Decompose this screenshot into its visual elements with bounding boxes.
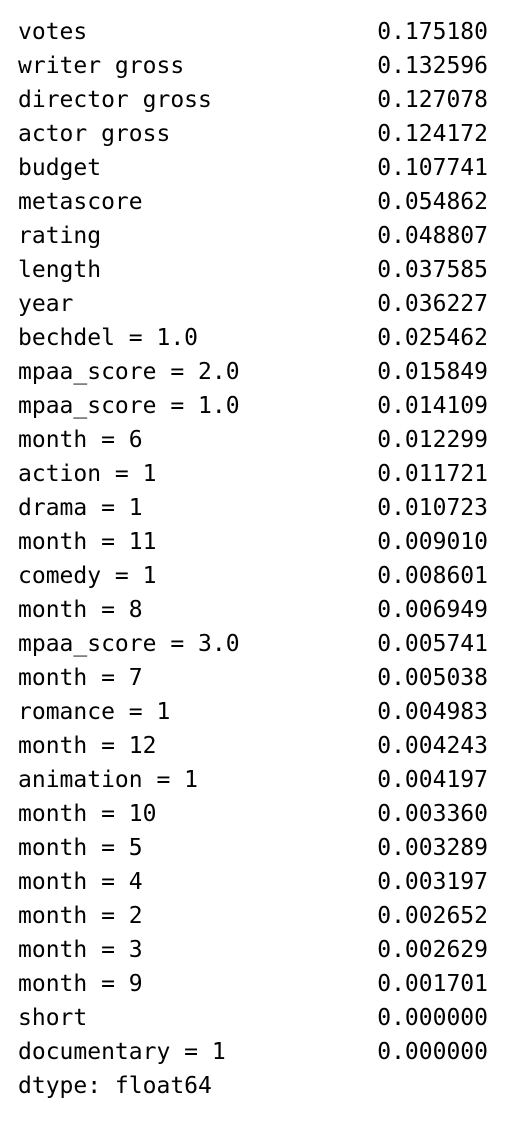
series-label: director gross (18, 87, 212, 113)
series-row: mpaa_score = 2.0 0.015849 (18, 355, 488, 389)
series-value: 0.003197 (377, 869, 488, 895)
series-row: month = 10 0.003360 (18, 797, 488, 831)
series-row: month = 5 0.003289 (18, 831, 488, 865)
series-row: budget 0.107741 (18, 151, 488, 185)
series-value: 0.014109 (377, 393, 488, 419)
series-row: length 0.037585 (18, 253, 488, 287)
series-value: 0.048807 (377, 223, 488, 249)
series-row: action = 1 0.011721 (18, 457, 488, 491)
series-row: month = 8 0.006949 (18, 593, 488, 627)
series-value: 0.000000 (377, 1005, 488, 1031)
series-label: romance = 1 (18, 699, 171, 725)
series-label: metascore (18, 189, 143, 215)
series-row: month = 3 0.002629 (18, 933, 488, 967)
series-label: budget (18, 155, 102, 181)
series-value: 0.054862 (377, 189, 488, 215)
series-value: 0.000000 (377, 1039, 488, 1065)
series-value: 0.001701 (377, 971, 488, 997)
series-label: year (18, 291, 74, 317)
series-label: drama = 1 (18, 495, 143, 521)
series-row: votes 0.175180 (18, 15, 488, 49)
series-value: 0.012299 (377, 427, 488, 453)
series-value: 0.005038 (377, 665, 488, 691)
series-value: 0.010723 (377, 495, 488, 521)
series-value: 0.124172 (377, 121, 488, 147)
series-row: documentary = 1 0.000000 (18, 1035, 488, 1069)
series-row: mpaa_score = 1.0 0.014109 (18, 389, 488, 423)
series-value: 0.004197 (377, 767, 488, 793)
series-row: month = 2 0.002652 (18, 899, 488, 933)
series-row: metascore 0.054862 (18, 185, 488, 219)
series-label: rating (18, 223, 102, 249)
series-label: month = 7 (18, 665, 143, 691)
series-value: 0.002652 (377, 903, 488, 929)
series-row: romance = 1 0.004983 (18, 695, 488, 729)
series-label: month = 11 (18, 529, 157, 555)
series-label: month = 6 (18, 427, 143, 453)
series-row: rating 0.048807 (18, 219, 488, 253)
series-label: month = 8 (18, 597, 143, 623)
series-value: 0.037585 (377, 257, 488, 283)
series-label: mpaa_score = 1.0 (18, 393, 240, 419)
series-row: director gross 0.127078 (18, 83, 488, 117)
series-value: 0.005741 (377, 631, 488, 657)
series-value: 0.002629 (377, 937, 488, 963)
series-value: 0.003289 (377, 835, 488, 861)
series-row: month = 7 0.005038 (18, 661, 488, 695)
series-row: bechdel = 1.0 0.025462 (18, 321, 488, 355)
series-value: 0.127078 (377, 87, 488, 113)
series-value: 0.107741 (377, 155, 488, 181)
series-row: short 0.000000 (18, 1001, 488, 1035)
series-row: drama = 1 0.010723 (18, 491, 488, 525)
series-label: bechdel = 1.0 (18, 325, 199, 351)
series-label: actor gross (18, 121, 171, 147)
series-label: month = 9 (18, 971, 143, 997)
series-label: action = 1 (18, 461, 157, 487)
series-value: 0.036227 (377, 291, 488, 317)
dtype-line: dtype: float64 (18, 1073, 212, 1099)
series-label: month = 5 (18, 835, 143, 861)
series-label: month = 10 (18, 801, 157, 827)
series-value: 0.132596 (377, 53, 488, 79)
series-label: mpaa_score = 2.0 (18, 359, 240, 385)
series-label: mpaa_score = 3.0 (18, 631, 240, 657)
series-row: month = 11 0.009010 (18, 525, 488, 559)
series-output: votes 0.175180 writer gross 0.132596 directo… (18, 15, 488, 1103)
series-label: documentary = 1 (18, 1039, 226, 1065)
series-value: 0.015849 (377, 359, 488, 385)
series-label: short (18, 1005, 88, 1031)
series-value: 0.006949 (377, 597, 488, 623)
series-label: month = 4 (18, 869, 143, 895)
series-label: animation = 1 (18, 767, 199, 793)
series-row: animation = 1 0.004197 (18, 763, 488, 797)
series-label: comedy = 1 (18, 563, 157, 589)
series-row: year 0.036227 (18, 287, 488, 321)
series-value: 0.004983 (377, 699, 488, 725)
series-label: month = 3 (18, 937, 143, 963)
series-rows: votes 0.175180 writer gross 0.132596 directo… (18, 15, 488, 1069)
series-value: 0.008601 (377, 563, 488, 589)
series-value: 0.004243 (377, 733, 488, 759)
series-row: writer gross 0.132596 (18, 49, 488, 83)
series-row: month = 4 0.003197 (18, 865, 488, 899)
series-label: writer gross (18, 53, 185, 79)
series-row: month = 12 0.004243 (18, 729, 488, 763)
series-row: comedy = 1 0.008601 (18, 559, 488, 593)
series-row: mpaa_score = 3.0 0.005741 (18, 627, 488, 661)
series-label: votes (18, 19, 88, 45)
series-value: 0.003360 (377, 801, 488, 827)
series-row: month = 6 0.012299 (18, 423, 488, 457)
series-value: 0.025462 (377, 325, 488, 351)
series-row: actor gross 0.124172 (18, 117, 488, 151)
series-label: length (18, 257, 102, 283)
series-value: 0.011721 (377, 461, 488, 487)
series-value: 0.175180 (377, 19, 488, 45)
series-row: month = 9 0.001701 (18, 967, 488, 1001)
series-label: month = 2 (18, 903, 143, 929)
series-label: month = 12 (18, 733, 157, 759)
series-value: 0.009010 (377, 529, 488, 555)
